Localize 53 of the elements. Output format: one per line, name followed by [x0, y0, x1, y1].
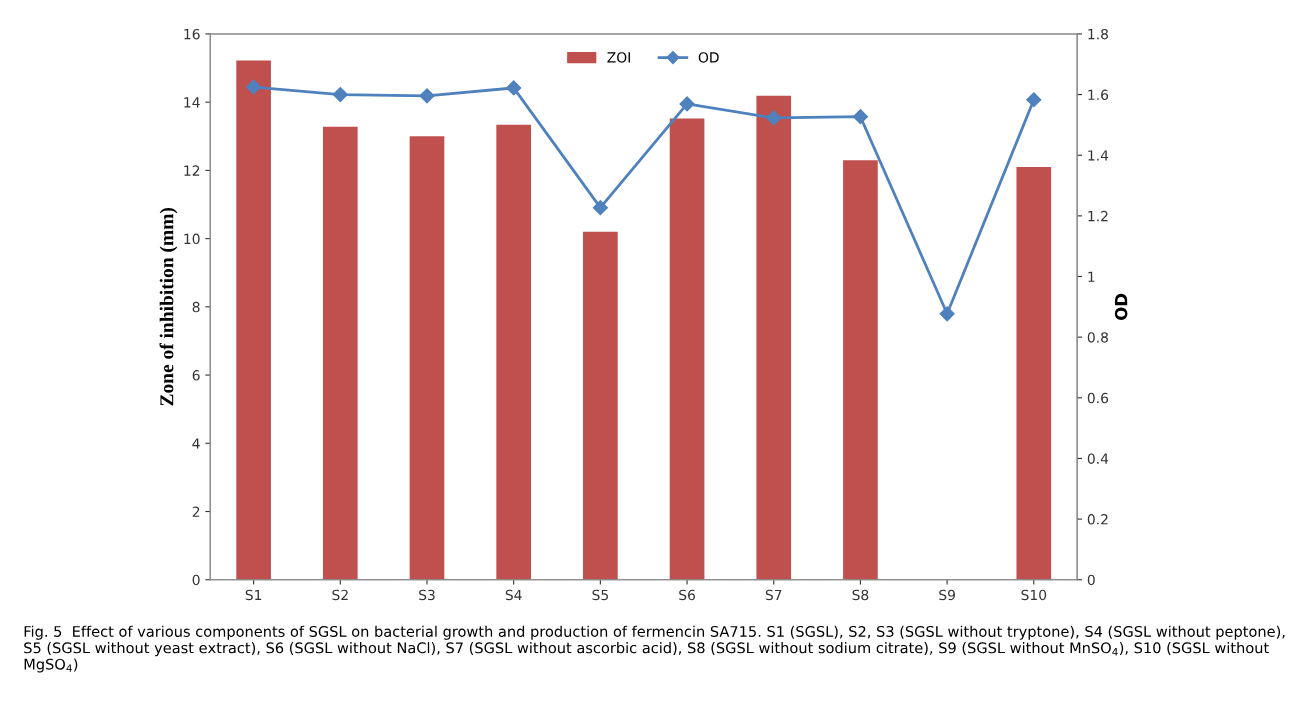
bar [409, 136, 445, 580]
y2-tick-label: 0 [1087, 574, 1095, 586]
point [332, 87, 348, 103]
x-tick-label: S8 [852, 589, 869, 601]
y2-tick-label: 0.4 [1087, 453, 1109, 464]
point [766, 110, 782, 126]
y-tick-label: 10 [184, 233, 200, 245]
y2-tick-label: 1.4 [1088, 150, 1109, 161]
point [939, 306, 955, 322]
y-tick-label: 12 [184, 165, 200, 176]
y-tick-label: 2 [192, 506, 200, 517]
point [506, 80, 522, 96]
y2-tick-label: 1.6 [1088, 89, 1109, 101]
bar [236, 60, 271, 580]
y-tick-label: 4 [192, 438, 200, 449]
y2-tick-label: 0.8 [1087, 332, 1109, 343]
y-tick-label: 6 [192, 370, 200, 381]
bar [496, 124, 532, 580]
legend-label: OD [698, 52, 719, 63]
point [246, 79, 262, 95]
point [592, 200, 608, 216]
x-tick-label: S4 [505, 589, 522, 601]
y2-tick-label: 1.2 [1088, 210, 1108, 222]
x-tick-label: S10 [1021, 589, 1047, 601]
x-tick-label: S3 [419, 589, 435, 601]
bar [583, 231, 618, 580]
bar [1016, 166, 1052, 580]
y-tick-label: 8 [192, 301, 200, 313]
bar [843, 160, 878, 580]
y2-tick-label: 1 [1088, 271, 1095, 282]
y2-tick-label: 0.6 [1087, 392, 1109, 404]
x-tick-label: S2 [332, 589, 348, 601]
bar [322, 126, 358, 580]
y-tick-label: 14 [184, 97, 200, 108]
point [1026, 92, 1042, 108]
y-axis-title: Zone of inhibition (mm) [159, 208, 178, 406]
y2-axis-title: OD [1114, 293, 1128, 321]
bar [756, 95, 792, 580]
legend-label: ZOI [607, 52, 630, 63]
bar [669, 118, 705, 580]
text: Fig. 5 Effect of various components of SGSL on bacterial growth and production of fermencin SA715. S1 (SGSL), S2, S3 (SGSL without tryptone), S4 (SGSL without peptone), S5 (SGSL without yeast extract), S6 (SGSL without NaCl), S7 (SGSL without ascorbic acid), S8 (SGSL without sodium citrate), S9 (SGSL without MnSO$_{4}$), S10 (SGSL without MgSO$_{4}$) [24, 625, 1285, 673]
point [852, 109, 869, 125]
y-tick-label: 0 [192, 574, 200, 586]
y2-tick-label: 0.2 [1087, 514, 1108, 525]
point [679, 96, 695, 112]
y2-tick-label: 1.8 [1088, 28, 1109, 40]
x-tick-label: S5 [592, 589, 608, 601]
x-tick-label: S7 [765, 589, 782, 601]
point [419, 88, 435, 104]
x-tick-label: S6 [679, 589, 696, 601]
x-tick-label: S1 [245, 589, 262, 601]
x-tick-label: S9 [939, 589, 955, 601]
y-tick-label: 16 [184, 28, 200, 40]
